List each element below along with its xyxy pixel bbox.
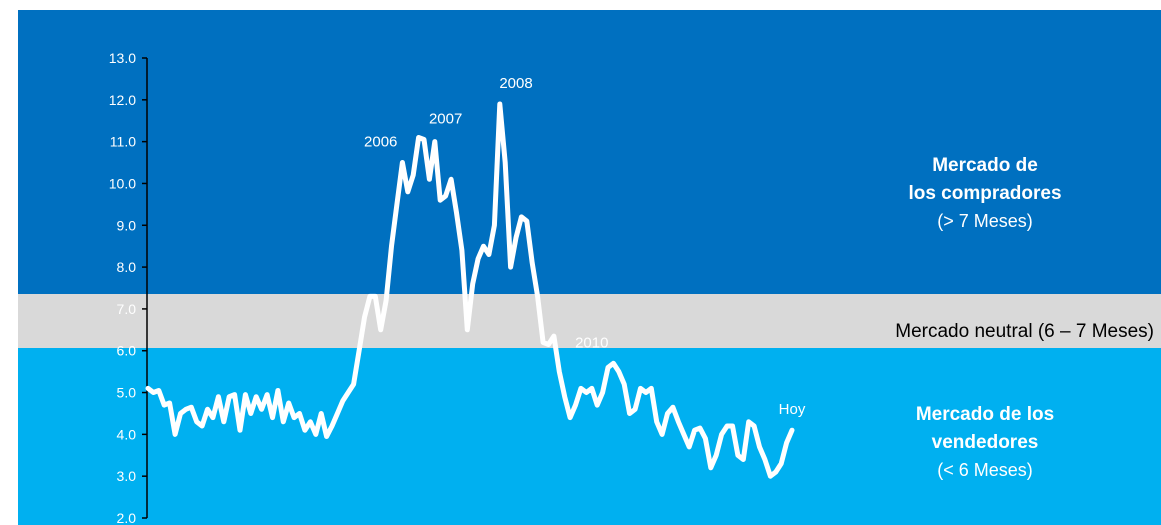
annotation-label: Hoy	[779, 401, 806, 418]
buyers-zone-title-line1: Mercado de	[932, 155, 1038, 176]
y-tick-label: 5.0	[117, 385, 137, 401]
y-axis: 2.0 3.0 4.0 5.0 6.0 7.0 8.0 9.0 10.0 11.0 12.0 13.0	[109, 50, 148, 525]
annotation-label: 2010	[575, 334, 608, 351]
annotation-label: 2007	[429, 111, 462, 128]
y-tick-label: 4.0	[117, 426, 137, 442]
y-tick-label: 2.0	[117, 510, 137, 525]
buyers-zone-title-line2: los compradores	[908, 183, 1061, 204]
sellers-zone-title-line1: Mercado de los	[916, 404, 1054, 425]
line-layer	[145, 101, 795, 479]
sellers-zone-title-line2: vendedores	[932, 432, 1039, 453]
neutral-market-zone	[18, 294, 1161, 348]
y-tick-label: 3.0	[117, 468, 137, 484]
y-tick-label: 10.0	[109, 175, 136, 191]
annotation-label: 2006	[364, 134, 397, 151]
y-tick-label: 13.0	[109, 50, 136, 66]
buyers-zone-range: (> 7 Meses)	[937, 211, 1033, 231]
annotation-layer: 2006 2007 2008 2010 Hoy	[364, 75, 806, 418]
y-tick-label: 9.0	[117, 217, 137, 233]
y-tick-label: 11.0	[110, 134, 136, 150]
buyers-market-zone	[18, 10, 1161, 294]
annotation-label: 2008	[499, 75, 532, 92]
y-tick-label: 8.0	[117, 259, 137, 275]
y-tick-label: 12.0	[109, 92, 136, 108]
y-tick-label: 7.0	[117, 301, 137, 317]
neutral-zone-label: Mercado neutral (6 – 7 Meses)	[895, 321, 1154, 342]
sellers-zone-range: (< 6 Meses)	[937, 460, 1033, 480]
months-supply-line	[145, 101, 795, 479]
y-tick-label: 6.0	[117, 343, 137, 359]
sellers-market-zone	[18, 348, 1161, 525]
